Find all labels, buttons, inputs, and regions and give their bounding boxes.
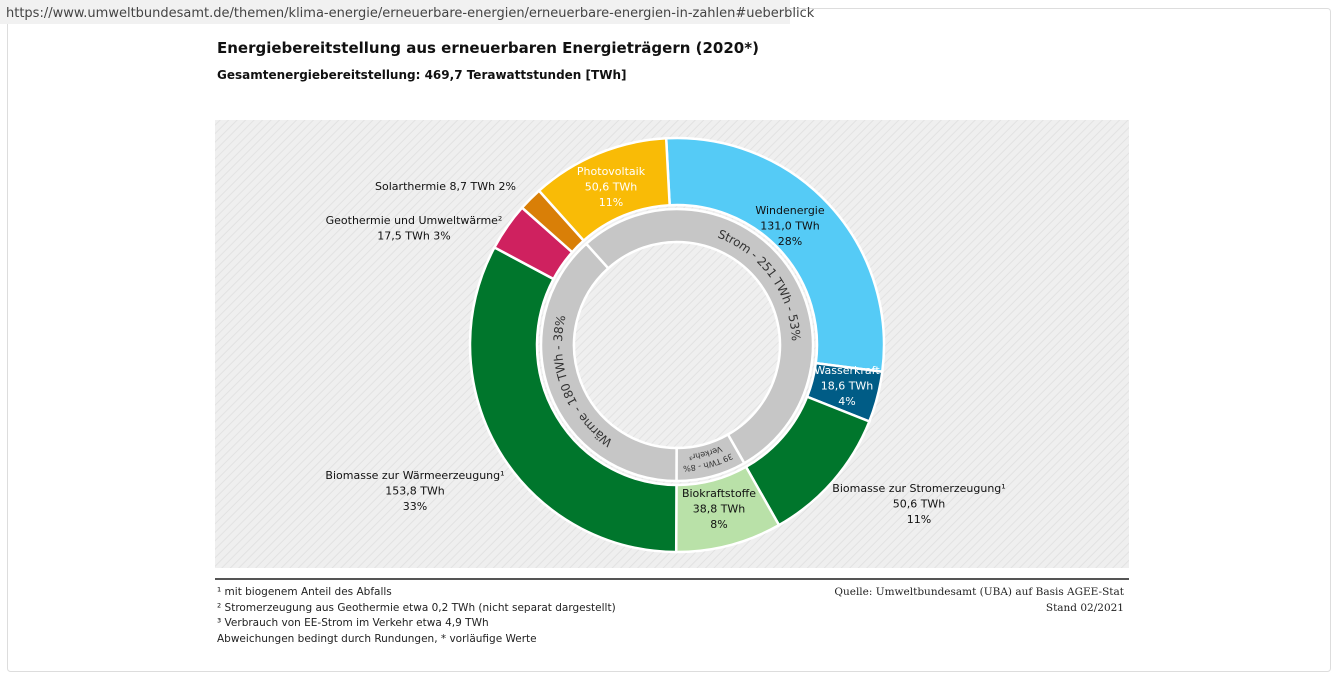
segment-label: 50,6 TWh <box>893 498 946 511</box>
percent-label: 11% <box>599 196 623 209</box>
chart-title: Energiebereitstellung aus erneuerbaren E… <box>217 39 759 57</box>
segment-label: 131,0 TWh <box>760 220 820 233</box>
value-label: 131,0 TWh <box>760 220 820 233</box>
segment-label: Biomasse zur Stromerzeugung¹ <box>832 482 1005 495</box>
segment-label: 8% <box>710 518 727 531</box>
segment-label: Wasserkraft <box>814 364 880 377</box>
url[interactable]: https://www.umweltbundesamt.de/themen/kl… <box>6 6 815 21</box>
percent-label: 4% <box>838 395 855 408</box>
percent-label: 8% <box>710 518 727 531</box>
percent-label: 3% <box>433 230 450 243</box>
donut-segment <box>468 245 678 554</box>
segment-label: Biomasse zur Wärmeerzeugung¹ <box>325 469 504 482</box>
donut-segment <box>537 136 671 243</box>
segment-name: Biomasse zur Wärmeerzeugung¹ <box>325 469 504 482</box>
value-label: 18,6 TWh <box>821 380 874 393</box>
segment-label: 11% <box>907 513 931 526</box>
value-label: 50,6 TWh <box>585 181 638 194</box>
source: Quelle: Umweltbundesamt (UBA) auf Basis … <box>834 586 1124 598</box>
source-date: Stand 02/2021 <box>1046 602 1124 614</box>
value-label: 8,7 TWh <box>449 180 495 193</box>
segment-label: 50,6 TWh <box>585 181 638 194</box>
segment-name: Biomasse zur Stromerzeugung¹ <box>832 482 1005 495</box>
segment-name: Windenergie <box>755 204 825 217</box>
segment-name: Wasserkraft <box>814 364 880 377</box>
segment-label: Solarthermie 8,7 TWh 2% <box>375 180 516 193</box>
segment-label: 17,5 TWh 3% <box>377 230 451 243</box>
inner-segment <box>584 207 815 465</box>
percent-label: 2% <box>499 180 516 193</box>
segment-label: Biokraftstoffe <box>682 487 756 500</box>
segment-label: Windenergie <box>755 204 825 217</box>
url-bar[interactable] <box>0 0 790 24</box>
segment-label: 11% <box>599 196 623 209</box>
segment-label: Geothermie und Umweltwärme² <box>326 214 503 227</box>
segment-label: 4% <box>838 395 855 408</box>
donut-segment <box>664 136 886 374</box>
chart-subtitle: Gesamtenergiebereitstellung: 469,7 Teraw… <box>217 68 626 82</box>
footnote: ³ Verbrauch von EE-Strom im Verkehr etwa… <box>217 617 489 629</box>
footnote: ² Stromerzeugung aus Geothermie etwa 0,2… <box>217 602 616 614</box>
segment-label: 18,6 TWh <box>821 380 874 393</box>
percent-label: 11% <box>907 513 931 526</box>
value-label: 153,8 TWh <box>385 485 445 498</box>
footnote: ¹ mit biogenem Anteil des Abfalls <box>217 586 392 598</box>
segment-name: Photovoltaik <box>577 165 646 178</box>
segment-label: 33% <box>403 500 427 513</box>
segment-label: 153,8 TWh <box>385 485 445 498</box>
segment-name: Biokraftstoffe <box>682 487 756 500</box>
percent-label: 33% <box>403 500 427 513</box>
value-label: 38,8 TWh <box>693 503 746 516</box>
segment-label: 28% <box>778 235 802 248</box>
inner-segment <box>539 242 678 483</box>
value-label: 50,6 TWh <box>893 498 946 511</box>
percent-label: 28% <box>778 235 802 248</box>
value-label: 17,5 TWh <box>377 230 430 243</box>
segment-label: 38,8 TWh <box>693 503 746 516</box>
footnote: Abweichungen bedingt durch Rundungen, * … <box>217 633 537 645</box>
segment-name: Solarthermie <box>375 180 446 193</box>
segment-name: Geothermie und Umweltwärme² <box>326 214 503 227</box>
segment-label: Photovoltaik <box>577 165 646 178</box>
